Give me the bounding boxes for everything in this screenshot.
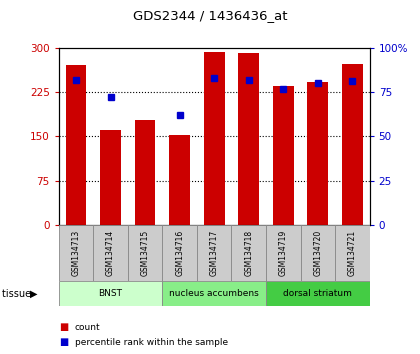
Bar <box>342 64 363 225</box>
Bar <box>163 281 266 306</box>
Bar <box>135 120 155 225</box>
Text: GSM134719: GSM134719 <box>279 230 288 276</box>
Text: GDS2344 / 1436436_at: GDS2344 / 1436436_at <box>133 9 287 22</box>
Bar <box>231 225 266 281</box>
Text: GSM134715: GSM134715 <box>141 230 150 276</box>
Text: GSM134721: GSM134721 <box>348 230 357 276</box>
Bar <box>239 53 259 225</box>
Text: GSM134716: GSM134716 <box>175 230 184 276</box>
Bar <box>163 225 197 281</box>
Bar <box>59 225 93 281</box>
Text: GSM134718: GSM134718 <box>244 230 253 276</box>
Bar <box>59 281 163 306</box>
Bar <box>169 135 190 225</box>
Bar <box>266 281 370 306</box>
Text: count: count <box>75 323 100 332</box>
Bar <box>204 52 225 225</box>
Bar <box>335 225 370 281</box>
Text: dorsal striatum: dorsal striatum <box>284 289 352 298</box>
Bar <box>307 82 328 225</box>
Text: ▶: ▶ <box>30 289 38 299</box>
Bar <box>128 225 163 281</box>
Text: GSM134713: GSM134713 <box>71 230 81 276</box>
Bar <box>100 130 121 225</box>
Text: ■: ■ <box>59 337 68 347</box>
Text: ■: ■ <box>59 322 68 332</box>
Text: GSM134717: GSM134717 <box>210 230 219 276</box>
Bar <box>197 225 231 281</box>
Text: nucleus accumbens: nucleus accumbens <box>169 289 259 298</box>
Bar <box>66 65 87 225</box>
Bar <box>93 225 128 281</box>
Text: percentile rank within the sample: percentile rank within the sample <box>75 338 228 347</box>
Bar <box>273 86 294 225</box>
Bar <box>266 225 301 281</box>
Text: BNST: BNST <box>99 289 123 298</box>
Text: tissue: tissue <box>2 289 34 299</box>
Text: GSM134720: GSM134720 <box>313 230 322 276</box>
Text: GSM134714: GSM134714 <box>106 230 115 276</box>
Bar <box>301 225 335 281</box>
